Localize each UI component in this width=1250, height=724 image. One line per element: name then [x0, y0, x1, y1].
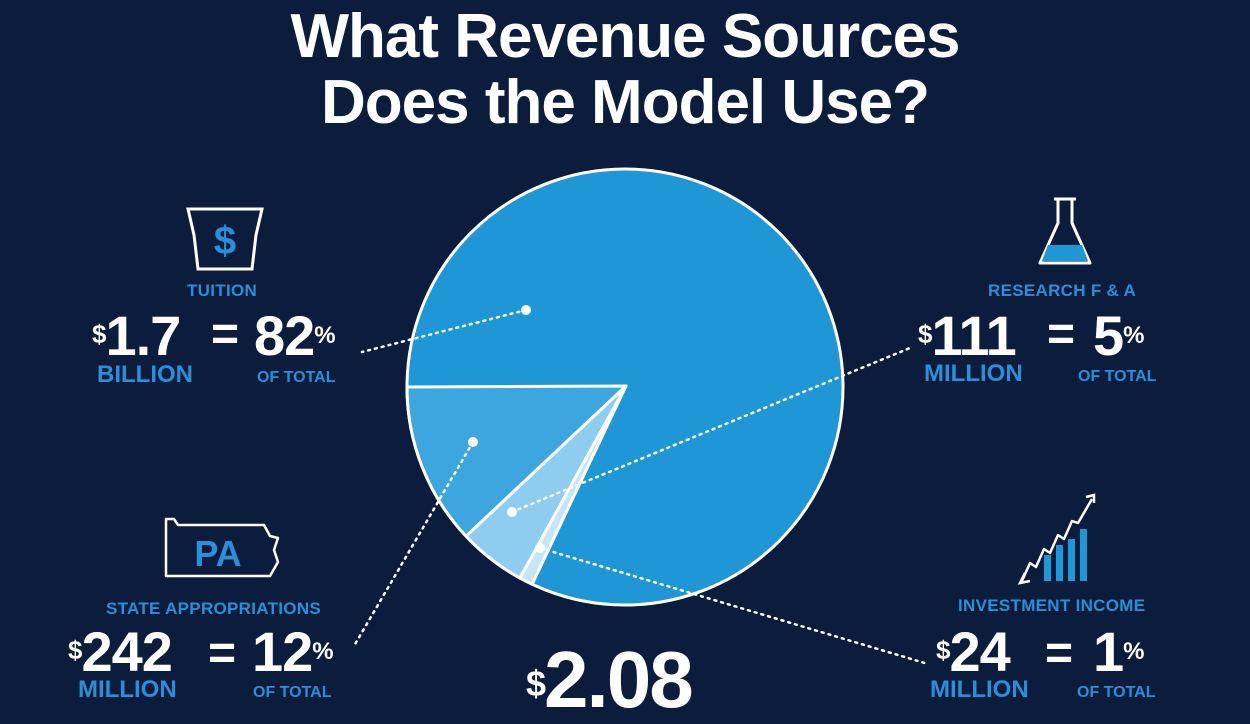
state-currency: $	[68, 635, 83, 665]
investment-percent-sign: %	[1123, 638, 1144, 665]
investment-currency: $	[936, 635, 951, 665]
state-percent: 12%	[252, 624, 334, 680]
pie-slice-investment	[518, 384, 628, 586]
research-amount-value: 111	[931, 304, 1016, 367]
investment-of-total: OF TOTAL	[1077, 684, 1156, 701]
investment-percent-value: 1	[1093, 620, 1124, 683]
flask-icon	[1036, 197, 1094, 274]
leader-research	[510, 346, 912, 514]
total-amount-value: 2.08	[544, 635, 694, 724]
total-currency: $	[526, 663, 546, 704]
tuition-equals: =	[211, 308, 240, 361]
pie-slices	[405, 167, 845, 607]
tuition-label: TUITION	[187, 281, 258, 300]
investment-amount-value: 24	[949, 620, 1010, 683]
research-equals: =	[1047, 308, 1076, 361]
tuition-unit: BILLION	[97, 361, 193, 388]
research-unit: MILLION	[924, 360, 1023, 387]
tuition-of-total: OF TOTAL	[257, 369, 336, 386]
title-line-2: Does the Model Use?	[321, 68, 930, 137]
research-amount: $111	[918, 308, 1017, 364]
state-amount-value: 242	[81, 620, 172, 683]
research-percent: 5%	[1093, 308, 1145, 364]
research-of-total: OF TOTAL	[1078, 368, 1157, 385]
tuition-currency: $	[92, 319, 107, 349]
page-title: What Revenue Sources Does the Model Use?	[0, 4, 1250, 136]
state-unit: MILLION	[78, 676, 177, 703]
investment-percent: 1%	[1093, 624, 1145, 680]
investment-label: INVESTMENT INCOME	[958, 596, 1146, 615]
title-line-1: What Revenue Sources	[290, 2, 960, 71]
total-amount: $2.08	[526, 640, 694, 720]
keystone-dollar-text: $	[214, 219, 236, 263]
growth-chart-icon	[1016, 493, 1098, 590]
leader-investment	[538, 546, 930, 666]
leader-investment-dot	[535, 543, 545, 553]
research-percent-sign: %	[1123, 322, 1144, 349]
tuition-amount-value: 1.7	[105, 304, 181, 367]
pennsylvania-map-icon: PA	[164, 516, 282, 589]
leader-lines	[352, 305, 930, 666]
tuition-percent: 82%	[254, 308, 336, 364]
leader-state-appropriations-dot	[468, 437, 478, 447]
keystone-dollar-icon: $	[186, 207, 264, 276]
research-percent-value: 5	[1093, 304, 1124, 367]
state-of-total: OF TOTAL	[253, 684, 332, 701]
leader-tuition	[360, 308, 528, 354]
state-equals: =	[208, 627, 237, 680]
state-percent-sign: %	[312, 638, 333, 665]
leader-research-dot	[507, 507, 517, 517]
leader-tuition-dot	[521, 305, 531, 315]
state-percent-value: 12	[252, 620, 313, 683]
leader-state-appropriations	[352, 440, 475, 648]
research-currency: $	[918, 319, 933, 349]
tuition-percent-value: 82	[254, 304, 315, 367]
pie-slice-state-appropriations	[405, 384, 628, 538]
investment-unit: MILLION	[930, 676, 1029, 703]
tuition-amount: $1.7	[92, 308, 181, 364]
state-amount: $242	[68, 624, 173, 680]
investment-equals: =	[1045, 627, 1074, 680]
investment-amount: $24	[936, 624, 1011, 680]
revenue-pie-chart	[352, 167, 930, 666]
tuition-percent-sign: %	[314, 322, 335, 349]
pennsylvania-map-text: PA	[194, 533, 241, 574]
research-label: RESEARCH F & A	[988, 281, 1137, 300]
state-label: STATE APPROPRIATIONS	[106, 599, 322, 618]
